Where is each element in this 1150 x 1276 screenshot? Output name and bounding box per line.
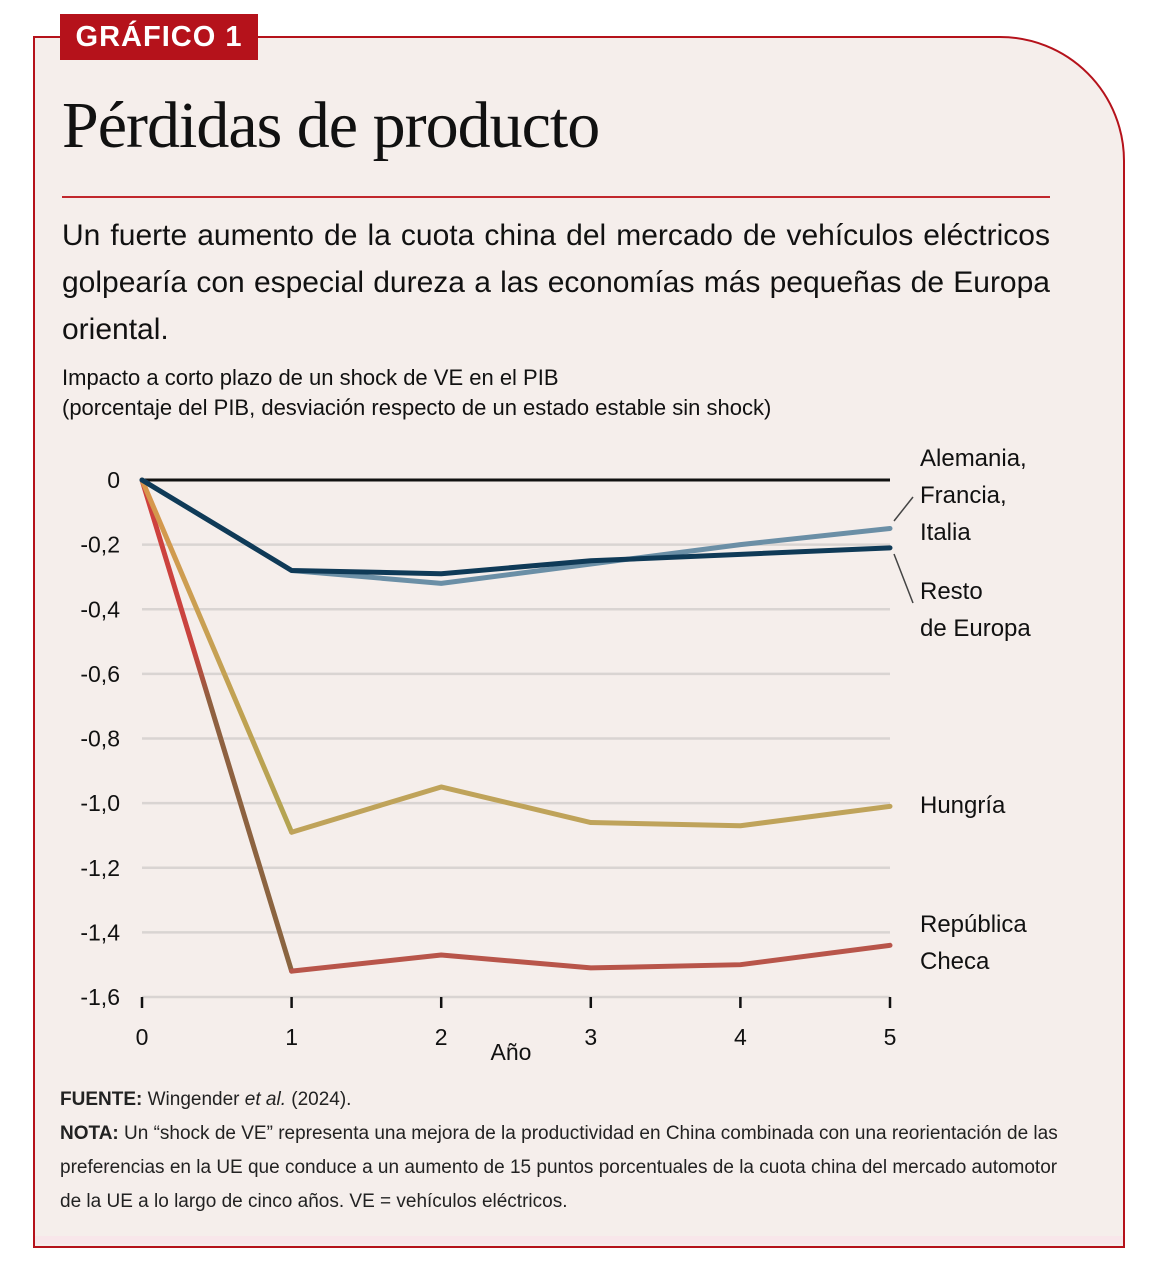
series-resto — [139, 477, 893, 577]
series-label-line: República — [920, 911, 1027, 938]
series-line — [289, 942, 893, 974]
series-label-line: Checa — [920, 948, 990, 975]
chart-title: Pérdidas de producto — [62, 89, 600, 162]
chart-subtitle: Un fuerte aumento de la cuota china del … — [62, 219, 1050, 346]
series-line — [289, 784, 893, 835]
series-label-checa: República Checa — [920, 911, 1027, 975]
y-tick-label: -0,2 — [80, 532, 120, 558]
y-tick-label: -0,4 — [80, 596, 120, 622]
series-label-line: Alemania, — [920, 445, 1027, 472]
source-text-pre: Wingender — [142, 1089, 245, 1110]
series-layer — [139, 477, 893, 974]
y-tick-label: -1,4 — [80, 919, 120, 945]
series-line — [139, 477, 893, 577]
leader-line — [893, 553, 914, 604]
series-label-line: Italia — [920, 519, 971, 546]
leader-line — [893, 496, 914, 522]
frame-bottom-shade — [35, 1236, 1123, 1244]
chart-number-badge: GRÁFICO 1 — [60, 14, 258, 60]
y-tick-label: -1,6 — [80, 984, 120, 1010]
series-label-line: Francia, — [920, 482, 1007, 509]
series-line-segment — [139, 477, 295, 974]
series-label-line: Hungría — [920, 792, 1006, 819]
y-tick-label: -1,2 — [80, 855, 120, 881]
x-axis-label: Año — [491, 1039, 532, 1065]
y-tick-label: -0,8 — [80, 726, 120, 752]
series-label-afi: Alemania, Francia, Italia — [893, 445, 1027, 546]
x-tick-label: 3 — [584, 1024, 597, 1050]
x-tick-label: 1 — [285, 1024, 298, 1050]
x-tick-label: 0 — [136, 1024, 149, 1050]
series-label-resto: Resto de Europa — [893, 553, 1031, 642]
title-divider — [62, 196, 1050, 198]
x-axis-ticks: 0 1 2 3 4 5 — [136, 997, 897, 1050]
series-line-segment — [139, 477, 295, 835]
source-line: FUENTE: Wingender et al. (2024). — [60, 1083, 1060, 1117]
series-checa — [139, 477, 893, 974]
source-text-post: (2024). — [285, 1089, 352, 1110]
axis-caption: Impacto a corto plazo de un shock de VE … — [62, 363, 771, 423]
axis-caption-line2: (porcentaje del PIB, desviación respecto… — [62, 395, 772, 420]
note-line: NOTA: Un “shock de VE” representa una me… — [60, 1117, 1060, 1219]
chart-frame — [33, 36, 1125, 1248]
x-tick-label: 2 — [435, 1024, 448, 1050]
source-text-italic: et al. — [244, 1089, 286, 1110]
y-axis-ticks: 0 -0,2 -0,4 -0,6 -0,8 -1,0 -1,2 -1,4 -1,6 — [80, 467, 120, 1010]
series-label-line: Resto — [920, 578, 983, 605]
y-tick-label: -1,0 — [80, 790, 120, 816]
note-text: Un “shock de VE” representa una mejora d… — [60, 1123, 1058, 1212]
footer-notes: FUENTE: Wingender et al. (2024). NOTA: U… — [60, 1083, 1060, 1219]
series-label-line: de Europa — [920, 615, 1031, 642]
grid-layer — [142, 543, 890, 999]
axis-caption-line1: Impacto a corto plazo de un shock de VE … — [62, 365, 559, 390]
y-tick-label: -0,6 — [80, 661, 120, 687]
x-tick-label: 4 — [734, 1024, 747, 1050]
source-label: FUENTE: — [60, 1089, 143, 1110]
series-hungria — [139, 477, 893, 835]
series-label-hungria: Hungría — [920, 792, 1006, 819]
x-tick-label: 5 — [884, 1024, 897, 1050]
y-tick-label: 0 — [107, 467, 120, 493]
note-label: NOTA: — [60, 1123, 119, 1144]
series-labels: Alemania, Francia, Italia Resto de Europa Hun… — [893, 445, 1031, 975]
